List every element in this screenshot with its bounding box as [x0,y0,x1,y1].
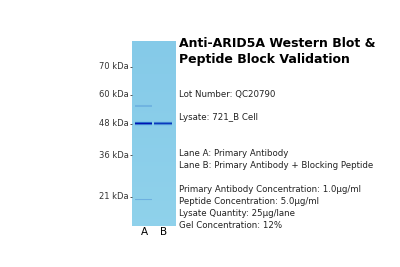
Bar [132,104,176,106]
Bar [132,67,176,69]
Bar [132,53,176,55]
Text: Anti-ARID5A Western Blot &
Peptide Block Validation: Anti-ARID5A Western Blot & Peptide Block… [179,37,375,66]
Bar [132,81,176,83]
Bar [132,55,176,57]
Bar [132,83,176,85]
Bar [132,136,176,138]
Bar [132,92,176,95]
Bar [132,122,176,124]
Bar [132,101,176,104]
Bar [132,74,176,76]
Bar [132,185,176,187]
Bar [132,115,176,118]
Text: A: A [141,227,148,237]
Text: B: B [160,227,167,237]
Bar [132,192,176,194]
Text: 48 kDa: 48 kDa [99,119,129,128]
Bar [132,152,176,155]
Bar [132,69,176,71]
Bar [132,162,176,164]
Bar [132,173,176,175]
Text: Gel Concentration: 12%: Gel Concentration: 12% [179,221,282,230]
Text: Lysate Quantity: 25μg/lane: Lysate Quantity: 25μg/lane [179,209,295,218]
Bar [132,57,176,60]
Bar [132,76,176,78]
Bar [132,213,176,215]
Bar [132,157,176,159]
Bar [132,62,176,64]
Bar [132,48,176,50]
Bar [132,46,176,48]
Bar [132,125,176,127]
Bar [132,106,176,108]
Bar [132,187,176,189]
Bar [132,196,176,199]
Bar [132,171,176,173]
Bar [132,222,176,224]
Bar [132,178,176,180]
Bar [132,118,176,120]
Bar [132,111,176,113]
Bar [132,203,176,206]
Bar [132,194,176,196]
Bar [132,215,176,217]
Bar [132,88,176,90]
Bar [132,120,176,122]
Bar [132,97,176,99]
Bar [132,155,176,157]
Text: 36 kDa: 36 kDa [99,151,129,160]
Bar [132,44,176,46]
Bar [132,166,176,168]
Bar [132,189,176,192]
Bar [132,129,176,131]
Text: Lane A: Primary Antibody: Lane A: Primary Antibody [179,149,288,158]
Bar [132,148,176,150]
Text: 21 kDa: 21 kDa [100,192,129,201]
Bar [132,60,176,62]
Bar [132,78,176,81]
Bar [132,210,176,213]
Bar [132,90,176,92]
Bar [132,85,176,88]
Bar [132,108,176,111]
Bar [132,199,176,201]
Bar [132,208,176,210]
Bar [132,134,176,136]
Bar [132,143,176,145]
Bar [132,150,176,152]
Bar [132,64,176,67]
Bar [132,164,176,166]
Text: Lysate: 721_B Cell: Lysate: 721_B Cell [179,113,258,123]
Text: Lane B: Primary Antibody + Blocking Peptide: Lane B: Primary Antibody + Blocking Pept… [179,161,373,170]
Bar [132,168,176,171]
Bar [132,182,176,185]
Bar [132,41,176,44]
Bar [132,71,176,74]
Bar [132,138,176,141]
Bar [132,201,176,203]
Bar [132,180,176,182]
Text: Primary Antibody Concentration: 1.0μg/ml: Primary Antibody Concentration: 1.0μg/ml [179,185,361,194]
Bar [132,206,176,208]
Bar [132,113,176,115]
Text: Peptide Concentration: 5.0μg/ml: Peptide Concentration: 5.0μg/ml [179,197,319,206]
Text: Lot Number: QC20790: Lot Number: QC20790 [179,90,275,99]
Bar [132,159,176,162]
Bar [132,224,176,226]
Bar [132,219,176,222]
Bar [132,217,176,219]
Bar [132,175,176,178]
Bar [132,95,176,97]
Bar [132,145,176,148]
Bar [132,127,176,129]
Bar [132,50,176,53]
Bar [132,141,176,143]
Text: 60 kDa: 60 kDa [99,90,129,99]
Bar [132,131,176,134]
Text: 70 kDa: 70 kDa [99,62,129,72]
Bar [132,99,176,101]
